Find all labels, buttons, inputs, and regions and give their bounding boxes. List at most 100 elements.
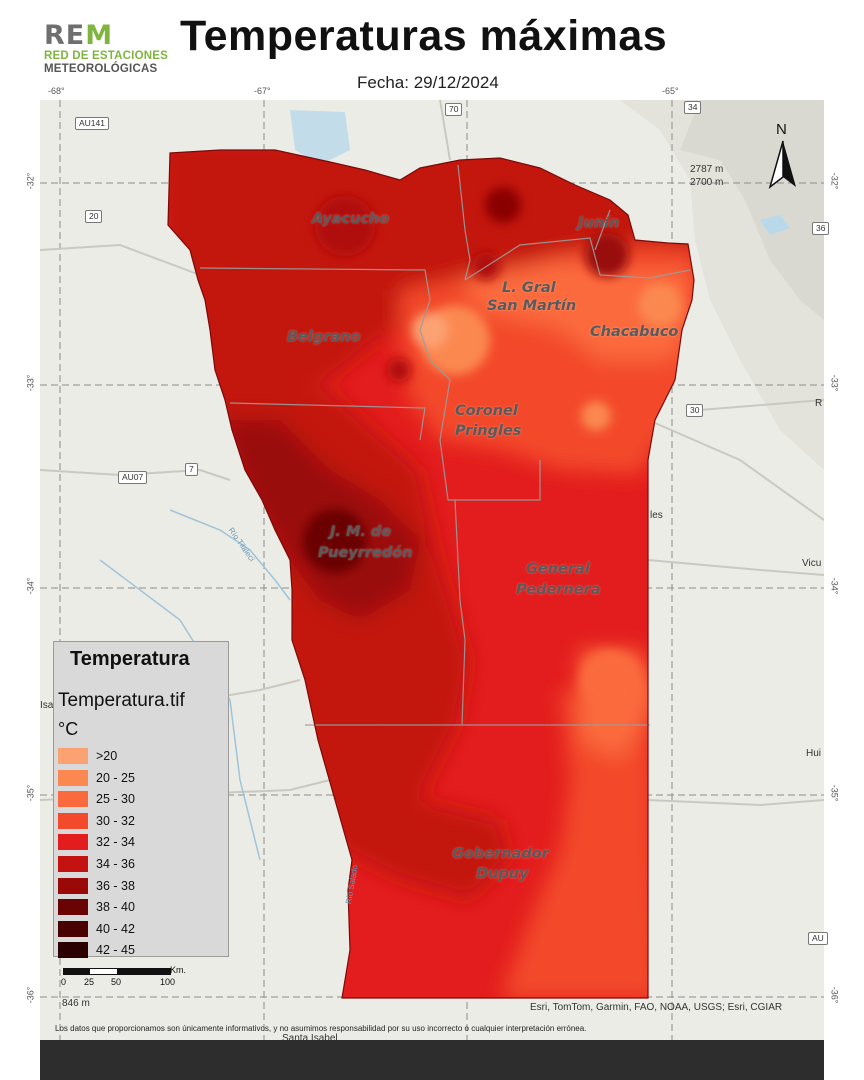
lat-label-35-right: -35° bbox=[829, 784, 840, 802]
legend-swatch bbox=[58, 942, 88, 959]
lat-label-32: -32° bbox=[25, 172, 36, 190]
lon-label-67: -67° bbox=[254, 86, 271, 96]
legend-class-row: >20 bbox=[58, 746, 117, 766]
lat-label-36: -36° bbox=[25, 986, 36, 1004]
north-arrow-icon bbox=[768, 140, 796, 189]
legend-swatch bbox=[58, 877, 88, 894]
legend-swatch bbox=[58, 769, 88, 786]
road-shield-34: 34 bbox=[684, 101, 702, 114]
lake-shape bbox=[290, 110, 350, 165]
legend-class-label: 40 - 42 bbox=[96, 921, 135, 936]
dept-label-belgrano: Belgrano bbox=[287, 329, 361, 345]
road-shield-au07: AU07 bbox=[118, 471, 148, 484]
peak-label-2: 2700 m bbox=[690, 177, 724, 188]
dept-label-junin: Junín bbox=[578, 215, 620, 231]
legend-class-label: 38 - 40 bbox=[96, 900, 135, 915]
river-label-tilaleci: Río Tilaleci bbox=[226, 525, 257, 564]
dept-label-pringles: Pringles bbox=[455, 423, 522, 439]
legend-swatch bbox=[58, 856, 88, 872]
dept-label-gobernador: Gobernador bbox=[452, 846, 549, 862]
north-arrow: N bbox=[766, 121, 800, 191]
road-shield-7: 7 bbox=[185, 463, 198, 476]
dept-label-pedernera: Pedernera bbox=[516, 582, 601, 598]
legend-class-label: 20 - 25 bbox=[96, 770, 135, 785]
legend-class-label: 32 - 34 bbox=[96, 835, 135, 850]
lon-label-68: -68° bbox=[48, 86, 65, 96]
legend-class-row: 34 - 36 bbox=[58, 854, 135, 874]
river-label-salado: Río Salado bbox=[343, 864, 360, 905]
page-title: Temperaturas máximas bbox=[180, 12, 668, 60]
road-shield-36: 36 bbox=[812, 222, 830, 235]
legend-class-label: 34 - 36 bbox=[96, 857, 135, 871]
dept-label-dupuy: Dupuy bbox=[476, 866, 529, 882]
bottom-bar bbox=[40, 1040, 824, 1080]
legend: Temperatura Temperatura.tif °C >20 20 - 2… bbox=[53, 641, 229, 960]
north-arrow-label: N bbox=[776, 121, 787, 138]
legend-unit: °C bbox=[58, 719, 79, 739]
lat-label-33-right: -33° bbox=[829, 374, 840, 392]
lat-label-34: -34° bbox=[25, 577, 36, 595]
rem-logo-line2: METEOROLÓGICAS bbox=[44, 63, 158, 75]
legend-swatch bbox=[58, 748, 88, 764]
lat-label-33: -33° bbox=[25, 374, 36, 392]
dept-label-pueyrredon: Pueyrredón bbox=[318, 545, 413, 561]
disclaimer: Los datos que proporcionamos son únicame… bbox=[55, 1024, 587, 1033]
dept-label-general: General bbox=[526, 561, 590, 577]
legend-class-row: 32 - 34 bbox=[58, 832, 135, 852]
legend-swatch bbox=[58, 834, 88, 851]
dept-label-lgral: L. Gral bbox=[502, 280, 556, 296]
place-846m: 846 m bbox=[62, 998, 90, 1009]
legend-class-row: 42 - 45 bbox=[58, 940, 135, 960]
legend-swatch bbox=[58, 791, 88, 808]
legend-class-row: 20 - 25 bbox=[58, 768, 135, 788]
lat-label-35: -35° bbox=[25, 784, 36, 802]
place-santa-isabel: Santa Isabel bbox=[282, 1033, 338, 1044]
scale-bar: Km. 0 25 50 100 bbox=[60, 965, 200, 995]
road-shield-20: 20 bbox=[85, 210, 103, 223]
department-borders bbox=[199, 164, 691, 726]
legend-class-row: 30 - 32 bbox=[58, 811, 135, 831]
lat-label-32-right: -32° bbox=[829, 172, 840, 190]
legend-swatch bbox=[58, 812, 88, 829]
road-shield-au: AU bbox=[808, 932, 828, 945]
road-shield-70: 70 bbox=[445, 103, 463, 116]
place-vicu: Vicu bbox=[802, 558, 822, 569]
legend-class-row: 38 - 40 bbox=[58, 897, 135, 917]
rem-logo-wordmark: REM bbox=[44, 20, 114, 51]
dept-label-coronel: Coronel bbox=[455, 403, 518, 419]
dept-label-san-martin: San Martín bbox=[487, 298, 577, 314]
scale-tick-0: 0 bbox=[61, 977, 67, 987]
scale-bar-unit: Km. bbox=[170, 965, 187, 975]
legend-swatch bbox=[58, 920, 88, 937]
place-r: R bbox=[815, 398, 823, 409]
scale-tick-25: 25 bbox=[84, 977, 95, 987]
legend-class-row: 25 - 30 bbox=[58, 789, 135, 809]
legend-layer-name: Temperatura.tif bbox=[58, 690, 185, 711]
rem-logo-line1: RED DE ESTACIONES bbox=[44, 50, 168, 62]
basemap-roads bbox=[40, 100, 824, 807]
road-shield-au141: AU141 bbox=[75, 117, 109, 130]
legend-class-label: 25 - 30 bbox=[96, 792, 135, 807]
dept-label-jm-de: J. M. de bbox=[330, 524, 392, 540]
scale-tick-50: 50 bbox=[111, 977, 122, 987]
legend-class-row: 40 - 42 bbox=[58, 919, 135, 939]
road-shield-30: 30 bbox=[686, 404, 704, 417]
dept-label-ayacucho: Ayacucho bbox=[312, 211, 390, 227]
legend-class-label: >20 bbox=[96, 749, 118, 763]
rem-logo: REM RED DE ESTACIONES METEOROLÓGICAS bbox=[44, 22, 168, 76]
legend-class-label: 42 - 45 bbox=[96, 943, 135, 958]
scale-tick-100: 100 bbox=[160, 977, 176, 987]
legend-class-row: 36 - 38 bbox=[58, 876, 135, 896]
legend-class-label: 36 - 38 bbox=[96, 878, 135, 893]
date-label: Fecha: 29/12/2024 bbox=[357, 73, 499, 92]
place-hui: Hui bbox=[806, 748, 822, 759]
lat-label-36-right: -36° bbox=[829, 986, 840, 1004]
dept-label-chacabuco: Chacabuco bbox=[590, 324, 679, 340]
place-les: les bbox=[650, 510, 663, 521]
legend-title: Temperatura bbox=[70, 648, 190, 670]
map-attribution: Esri, TomTom, Garmin, FAO, NOAA, USGS; E… bbox=[530, 1002, 783, 1013]
legend-swatch bbox=[58, 899, 88, 916]
peak-label-1: 2787 m bbox=[690, 164, 724, 175]
legend-class-label: 30 - 32 bbox=[96, 813, 135, 828]
